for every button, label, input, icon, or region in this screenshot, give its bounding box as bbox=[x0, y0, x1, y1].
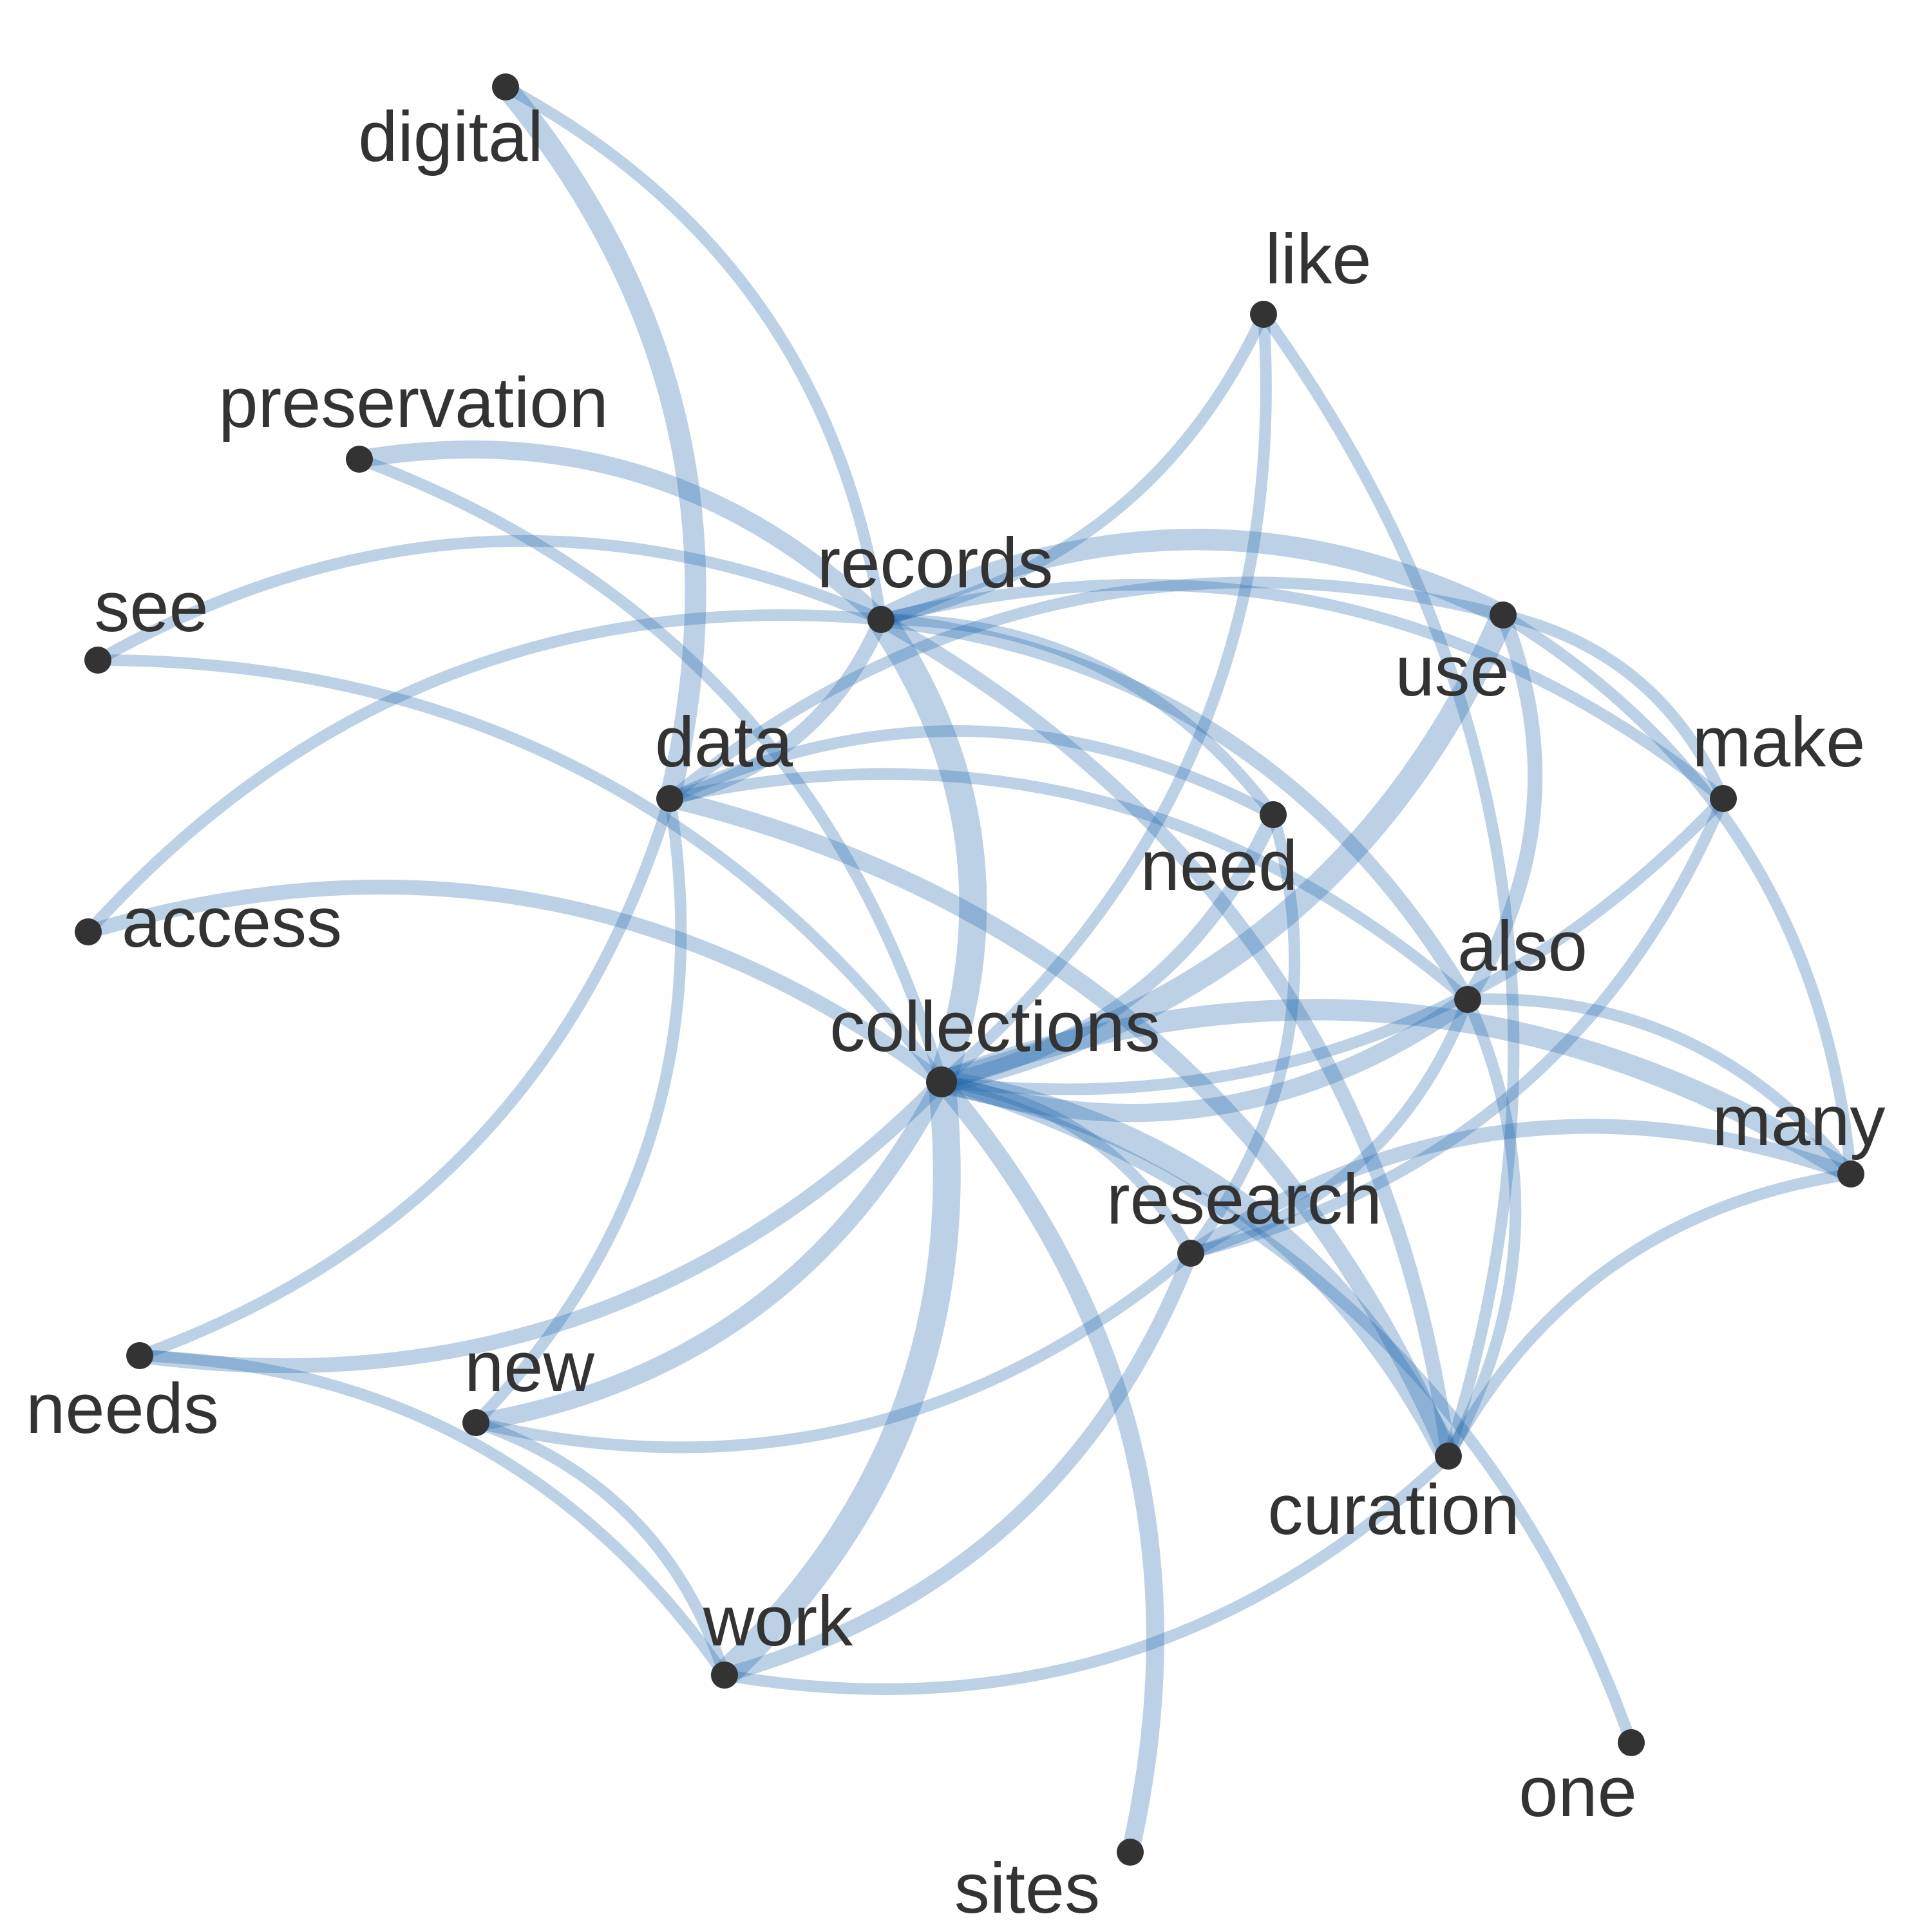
node-label-access: access bbox=[122, 883, 342, 962]
labels-layer: digital like preservation records see use data… bbox=[26, 97, 1885, 1928]
edge-records-also bbox=[873, 612, 1475, 1007]
edge-also-collections bbox=[933, 990, 1477, 1122]
node-access bbox=[75, 918, 102, 945]
edge-like-curation bbox=[1258, 308, 1520, 1462]
nodes-layer bbox=[75, 73, 1864, 1866]
node-label-new: new bbox=[464, 1327, 594, 1406]
edge-needs-work bbox=[134, 1350, 730, 1681]
node-make bbox=[1710, 785, 1737, 812]
edge-collections-work bbox=[710, 1068, 961, 1689]
node-needs bbox=[126, 1342, 153, 1369]
edge-collections-research bbox=[936, 1076, 1197, 1259]
node-label-see: see bbox=[94, 567, 208, 647]
edge-use-many bbox=[1497, 609, 1857, 1180]
edge-collections-sites bbox=[933, 1073, 1164, 1861]
edge-also-research bbox=[1185, 994, 1473, 1259]
edge-digital-records bbox=[500, 81, 887, 625]
edge-data-also bbox=[664, 768, 1473, 1005]
edge-records-collections bbox=[867, 605, 987, 1096]
edge-research-work bbox=[717, 1245, 1198, 1683]
edge-collections-curation bbox=[929, 1070, 1461, 1468]
edge-data-use bbox=[664, 576, 1509, 804]
node-sites bbox=[1117, 1839, 1144, 1866]
edge-access-records bbox=[82, 609, 887, 938]
node-label-preservation: preservation bbox=[218, 363, 608, 442]
node-need bbox=[1260, 801, 1287, 828]
node-label-collections: collections bbox=[829, 987, 1160, 1066]
node-label-one: one bbox=[1519, 1752, 1637, 1832]
node-see bbox=[84, 647, 111, 674]
edges-layer bbox=[80, 76, 1862, 1861]
edge-see-collections bbox=[92, 654, 947, 1088]
node-collections bbox=[926, 1066, 957, 1097]
node-preservation bbox=[346, 446, 373, 473]
edge-curation-work bbox=[719, 1450, 1454, 1695]
edge-use-also bbox=[1460, 607, 1543, 1007]
edge-records-need bbox=[875, 613, 1279, 820]
edge-make-research bbox=[1185, 793, 1729, 1259]
node-label-many: many bbox=[1712, 1081, 1886, 1160]
edge-preservation-records bbox=[350, 440, 890, 629]
edge-like-records bbox=[875, 308, 1269, 625]
node-research bbox=[1177, 1240, 1204, 1267]
node-one bbox=[1618, 1729, 1645, 1756]
node-curation bbox=[1435, 1443, 1462, 1470]
edge-also-curation bbox=[1443, 994, 1522, 1462]
node-many bbox=[1837, 1160, 1864, 1188]
edge-make-collections bbox=[936, 793, 1729, 1095]
edge-access-collections bbox=[80, 879, 949, 1090]
node-new bbox=[462, 1409, 489, 1436]
node-label-digital: digital bbox=[358, 97, 543, 176]
node-also bbox=[1454, 986, 1481, 1013]
node-label-research: research bbox=[1106, 1160, 1382, 1239]
node-records bbox=[867, 606, 895, 633]
edge-data-need bbox=[664, 725, 1279, 820]
node-label-like: like bbox=[1265, 220, 1371, 299]
node-digital bbox=[492, 73, 519, 100]
edge-use-collections bbox=[929, 603, 1515, 1094]
edge-preservation-collections bbox=[354, 453, 947, 1088]
edge-need-collections bbox=[934, 807, 1281, 1090]
edge-need-research bbox=[1185, 809, 1301, 1259]
edge-research-new bbox=[470, 1247, 1197, 1454]
node-work bbox=[711, 1662, 738, 1689]
node-label-records: records bbox=[817, 524, 1054, 603]
edge-records-data bbox=[662, 612, 889, 806]
node-label-need: need bbox=[1141, 826, 1298, 905]
edge-see-records bbox=[92, 535, 887, 666]
node-label-also: also bbox=[1457, 907, 1587, 986]
edge-records-make bbox=[875, 578, 1729, 804]
node-like bbox=[1250, 301, 1277, 328]
edge-collections-new bbox=[467, 1073, 951, 1432]
edge-curation-many bbox=[1443, 1168, 1857, 1462]
node-data bbox=[656, 785, 683, 812]
edge-records-curation bbox=[873, 612, 1456, 1464]
edge-also-many bbox=[1462, 993, 1857, 1180]
edge-research-many bbox=[1183, 1119, 1859, 1261]
edge-use-make bbox=[1497, 609, 1729, 804]
node-label-curation: curation bbox=[1267, 1470, 1519, 1549]
edge-new-work bbox=[470, 1417, 730, 1681]
node-label-use: use bbox=[1395, 632, 1509, 711]
edge-collections-one bbox=[936, 1076, 1637, 1748]
edge-digital-data bbox=[495, 76, 706, 810]
edge-data-needs bbox=[134, 793, 676, 1361]
edge-records-use bbox=[870, 529, 1514, 630]
edge-like-collections bbox=[936, 308, 1272, 1088]
node-label-needs: needs bbox=[26, 1369, 219, 1448]
edge-data-curation bbox=[661, 790, 1457, 1465]
node-label-make: make bbox=[1692, 703, 1866, 782]
node-label-sites: sites bbox=[954, 1849, 1100, 1928]
edge-collections-needs bbox=[132, 1074, 949, 1374]
node-use bbox=[1490, 601, 1517, 629]
node-label-data: data bbox=[655, 703, 793, 782]
node-label-work: work bbox=[703, 1582, 853, 1661]
edge-collections-many bbox=[931, 999, 1862, 1185]
edge-data-new bbox=[470, 793, 687, 1428]
